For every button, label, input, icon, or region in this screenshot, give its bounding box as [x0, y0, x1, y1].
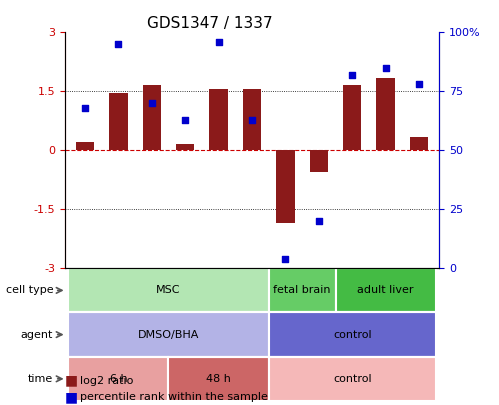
Text: MSC: MSC	[156, 286, 181, 295]
Point	[81, 104, 89, 111]
Bar	[376, 78, 395, 150]
Point	[415, 81, 423, 87]
Bar	[243, 90, 261, 150]
Bar	[276, 150, 294, 223]
FancyBboxPatch shape	[68, 313, 268, 357]
Bar	[176, 145, 194, 150]
Point	[114, 41, 122, 47]
Bar	[410, 136, 428, 150]
FancyBboxPatch shape	[68, 357, 169, 401]
Point	[181, 116, 189, 123]
Bar	[109, 93, 128, 150]
Text: time: time	[28, 374, 53, 384]
Text: control: control	[333, 374, 372, 384]
Text: cell type: cell type	[5, 286, 53, 295]
Bar	[343, 85, 361, 150]
FancyBboxPatch shape	[169, 357, 268, 401]
Text: DMSO/BHA: DMSO/BHA	[138, 330, 199, 340]
Text: GDS1347 / 1337: GDS1347 / 1337	[147, 16, 272, 31]
FancyBboxPatch shape	[68, 268, 268, 313]
Text: agent: agent	[21, 330, 53, 340]
Text: ■: ■	[65, 390, 78, 404]
Point	[148, 100, 156, 107]
FancyBboxPatch shape	[268, 268, 335, 313]
Text: ■: ■	[65, 374, 78, 388]
Point	[215, 38, 223, 45]
Text: adult liver: adult liver	[357, 286, 414, 295]
Text: fetal brain: fetal brain	[273, 286, 331, 295]
FancyBboxPatch shape	[268, 313, 436, 357]
Point	[281, 256, 289, 262]
Text: percentile rank within the sample: percentile rank within the sample	[80, 392, 268, 402]
Text: 48 h: 48 h	[206, 374, 231, 384]
Text: 6 h: 6 h	[109, 374, 127, 384]
Text: control: control	[333, 330, 372, 340]
Bar	[143, 85, 161, 150]
FancyBboxPatch shape	[335, 268, 436, 313]
Point	[248, 116, 256, 123]
Text: log2 ratio: log2 ratio	[80, 376, 133, 386]
Point	[315, 218, 323, 224]
Point	[382, 64, 390, 71]
Point	[348, 72, 356, 78]
Bar	[76, 143, 94, 150]
Bar	[310, 150, 328, 172]
FancyBboxPatch shape	[268, 357, 436, 401]
Bar	[210, 90, 228, 150]
